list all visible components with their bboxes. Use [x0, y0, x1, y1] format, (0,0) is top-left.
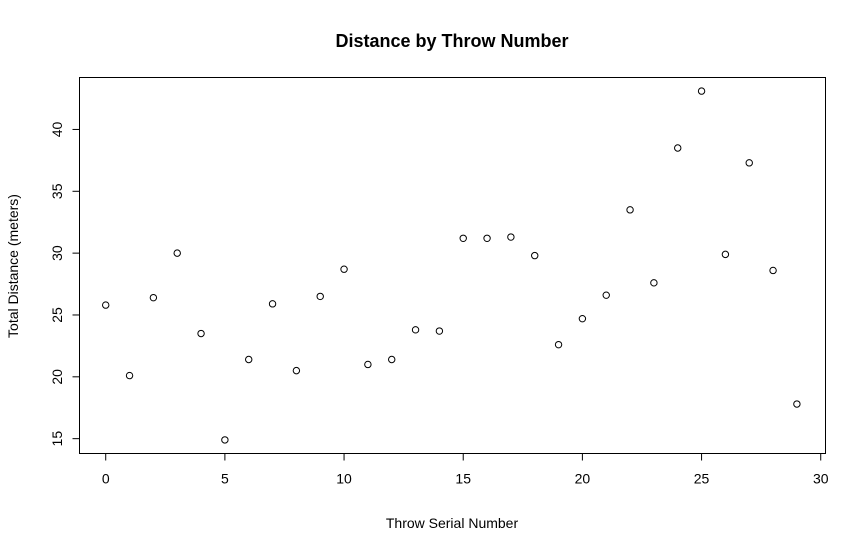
- data-point: [221, 436, 229, 444]
- y-tick-label: 20: [49, 369, 65, 385]
- data-point: [459, 234, 467, 242]
- x-axis-label: Throw Serial Number: [386, 515, 519, 531]
- data-point: [102, 301, 110, 309]
- y-tick-label: 30: [49, 245, 65, 261]
- x-tick-label: 10: [336, 471, 352, 487]
- data-point: [149, 293, 158, 302]
- data-point: [769, 266, 777, 275]
- y-tick-label: 25: [49, 307, 65, 323]
- y-axis: 15 20 25 30 35 40: [49, 121, 80, 446]
- data-point: [245, 355, 253, 364]
- data-point: [364, 360, 372, 369]
- data-point: [173, 249, 181, 257]
- data-point: [554, 340, 563, 349]
- data-point: [674, 144, 682, 152]
- data-point: [650, 279, 658, 287]
- data-point: [483, 234, 491, 242]
- data-point: [197, 329, 205, 338]
- data-point: [507, 233, 515, 241]
- data-point: [340, 265, 348, 273]
- x-tick-label: 30: [813, 471, 829, 487]
- data-points: [102, 87, 801, 444]
- x-tick-label: 15: [455, 471, 471, 487]
- data-point: [531, 251, 539, 260]
- x-axis: 0 5 10 15 20 25 30: [102, 453, 829, 487]
- data-point: [388, 355, 396, 364]
- data-point: [721, 250, 730, 259]
- data-point: [626, 206, 634, 214]
- data-point: [268, 300, 277, 308]
- data-point: [745, 159, 753, 167]
- plot-frame: [79, 77, 826, 454]
- chart-title: Distance by Throw Number: [335, 31, 568, 51]
- x-tick-label: 25: [694, 471, 710, 487]
- y-axis-label: Total Distance (meters): [5, 194, 21, 338]
- data-point: [411, 326, 420, 334]
- x-tick-label: 20: [575, 471, 591, 487]
- data-point: [793, 400, 801, 408]
- y-tick-label: 15: [49, 431, 65, 447]
- data-point: [697, 87, 706, 95]
- data-point: [578, 314, 587, 323]
- data-point: [292, 366, 301, 375]
- x-tick-label: 0: [102, 471, 110, 487]
- data-point: [602, 291, 610, 299]
- x-tick-label: 5: [221, 471, 229, 487]
- data-point: [125, 371, 134, 380]
- data-point: [316, 292, 324, 301]
- y-tick-label: 40: [49, 121, 65, 137]
- y-tick-label: 35: [49, 183, 65, 199]
- data-point: [435, 327, 444, 335]
